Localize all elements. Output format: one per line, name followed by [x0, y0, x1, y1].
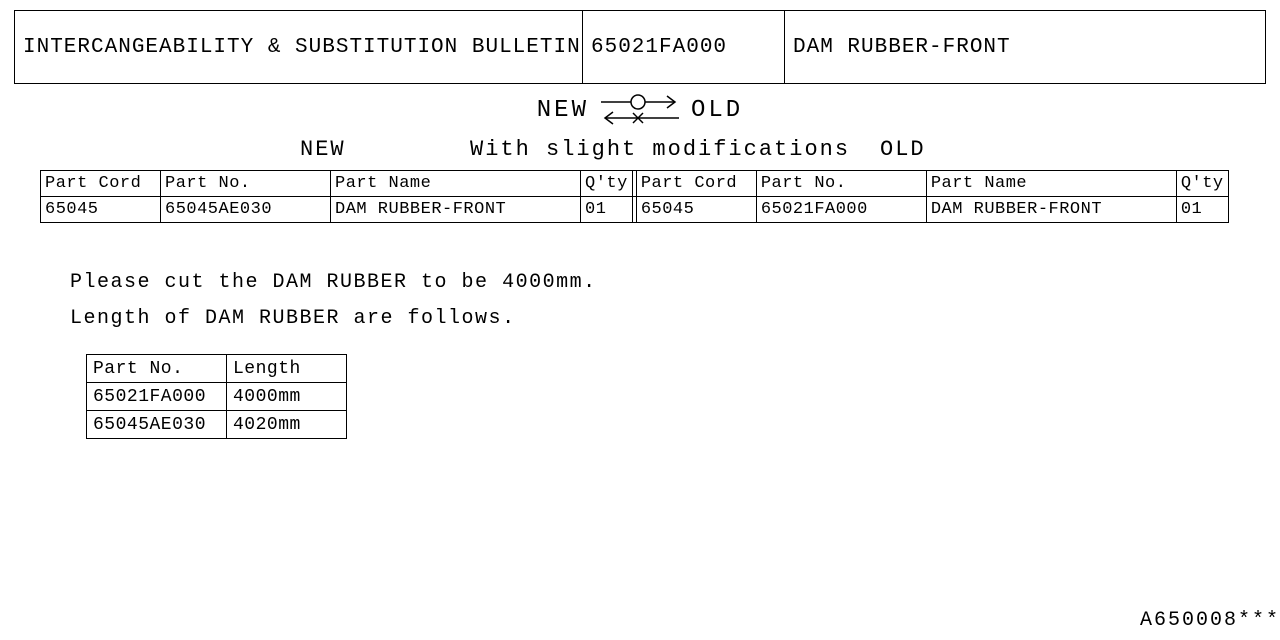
table-row: 65045AE030 4020mm	[87, 411, 347, 439]
note-line-1: Please cut the DAM RUBBER to be 4000mm.	[70, 265, 597, 301]
bulletin-header: INTERCANGEABILITY & SUBSTITUTION BULLETI…	[14, 10, 1266, 84]
interchange-symbol-row: NEW OLD	[0, 92, 1280, 128]
length-col-length: Length	[227, 355, 347, 383]
old-part-no: 65021FA000	[756, 197, 926, 223]
symbol-new-label: NEW	[537, 97, 589, 124]
parts-table: Part Cord Part No. Part Name Q'ty Part C…	[40, 170, 1229, 223]
new-part-name: DAM RUBBER-FRONT	[331, 197, 581, 223]
table-row: 65045 65045AE030 DAM RUBBER-FRONT 01 650…	[41, 197, 1229, 223]
new-part-no: 65045AE030	[161, 197, 331, 223]
col-part-no-old: Part No.	[756, 171, 926, 197]
old-qty: 01	[1176, 197, 1228, 223]
length-row-length: 4020mm	[227, 411, 347, 439]
col-part-no: Part No.	[161, 171, 331, 197]
length-col-partno: Part No.	[87, 355, 227, 383]
col-part-cord: Part Cord	[41, 171, 161, 197]
subtitle-old: OLD	[880, 137, 926, 162]
subtitle-modifications: With slight modifications	[470, 137, 850, 162]
table-row: 65021FA000 4000mm	[87, 383, 347, 411]
table-header-row: Part Cord Part No. Part Name Q'ty Part C…	[41, 171, 1229, 197]
length-row-partno: 65045AE030	[87, 411, 227, 439]
length-table: Part No. Length 65021FA000 4000mm 65045A…	[86, 354, 347, 439]
header-title: INTERCANGEABILITY & SUBSTITUTION BULLETI…	[15, 11, 583, 83]
header-part-no: 65021FA000	[583, 11, 785, 83]
new-part-cord: 65045	[41, 197, 161, 223]
col-qty-old: Q'ty	[1176, 171, 1228, 197]
col-part-cord-old: Part Cord	[636, 171, 756, 197]
symbol-old-label: OLD	[691, 97, 743, 124]
length-row-partno: 65021FA000	[87, 383, 227, 411]
col-qty: Q'ty	[581, 171, 633, 197]
note-line-2: Length of DAM RUBBER are follows.	[70, 301, 597, 337]
old-part-name: DAM RUBBER-FRONT	[926, 197, 1176, 223]
subtitle-new: NEW	[300, 137, 346, 162]
length-row-length: 4000mm	[227, 383, 347, 411]
col-part-name-old: Part Name	[926, 171, 1176, 197]
table-header-row: Part No. Length	[87, 355, 347, 383]
document-id: A650008***	[1140, 609, 1280, 632]
notes-block: Please cut the DAM RUBBER to be 4000mm. …	[70, 265, 597, 337]
old-part-cord: 65045	[636, 197, 756, 223]
new-qty: 01	[581, 197, 633, 223]
double-arrow-icon	[597, 92, 683, 128]
col-part-name: Part Name	[331, 171, 581, 197]
header-part-name: DAM RUBBER-FRONT	[785, 11, 1265, 83]
